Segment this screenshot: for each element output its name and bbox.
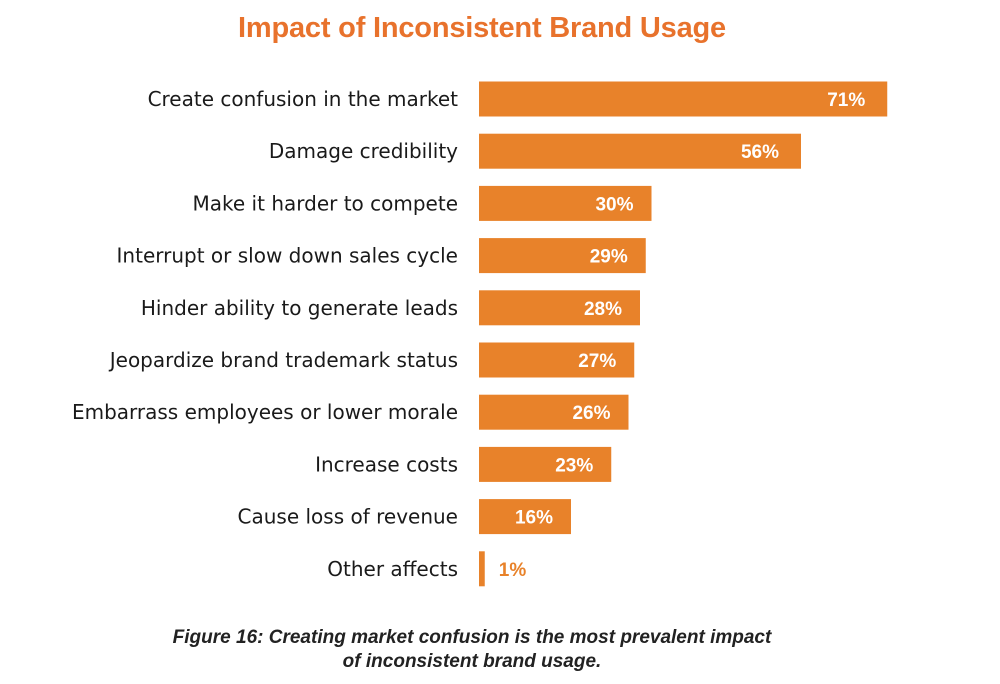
category-label: Make it harder to compete — [193, 191, 458, 215]
category-label: Embarrass employees or lower morale — [72, 400, 458, 424]
category-label: Create confusion in the market — [148, 87, 459, 111]
bar — [479, 342, 635, 378]
caption-line-1: Figure 16: Creating market confusion is … — [172, 627, 772, 648]
bar — [479, 238, 646, 274]
bar — [479, 499, 571, 535]
bar — [479, 81, 888, 117]
value-label: 23% — [555, 455, 593, 476]
bar — [479, 394, 629, 430]
category-label: Hinder ability to generate leads — [141, 296, 458, 320]
value-label: 26% — [572, 403, 610, 424]
category-label: Increase costs — [315, 452, 458, 476]
category-label: Jeopardize brand trademark status — [108, 348, 458, 372]
value-label: 1% — [499, 560, 527, 581]
value-label: 71% — [827, 90, 865, 111]
value-label: 16% — [515, 508, 553, 529]
bar — [479, 133, 801, 169]
value-label: 29% — [590, 247, 628, 268]
value-label: 30% — [595, 194, 633, 215]
bar — [479, 290, 640, 326]
bar — [479, 551, 485, 587]
category-label: Damage credibility — [269, 139, 458, 163]
value-label: 28% — [584, 299, 622, 320]
category-label: Cause loss of revenue — [238, 505, 459, 529]
category-label: Interrupt or slow down sales cycle — [117, 244, 458, 268]
category-label: Other affects — [327, 557, 458, 581]
bar — [479, 185, 652, 221]
chart-title: Impact of Inconsistent Brand Usage — [238, 12, 726, 44]
caption-line-2: of inconsistent brand usage. — [342, 651, 602, 672]
value-label: 27% — [578, 351, 616, 372]
figure-caption: Figure 16: Creating market confusion is … — [0, 626, 944, 674]
value-label: 56% — [741, 142, 779, 163]
bar — [479, 446, 612, 482]
